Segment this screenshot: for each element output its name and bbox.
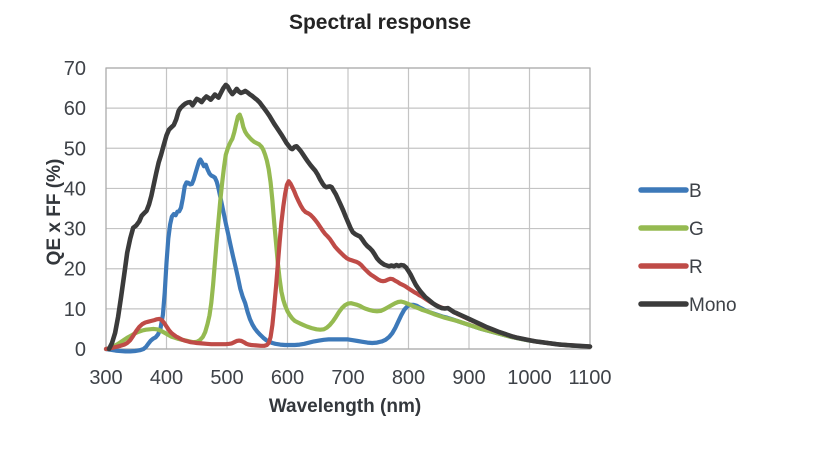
y-tick-label: 40 <box>64 178 86 200</box>
legend: BGR Mono <box>638 181 737 316</box>
x-tick-label: 600 <box>271 367 304 389</box>
x-tick-label: 900 <box>452 367 485 389</box>
x-axis-tick-labels: 300 400 500 600 700 800 900 1000 1100 <box>89 367 611 389</box>
y-tick-label: 0 <box>75 339 86 361</box>
x-tick-label: 1000 <box>507 367 552 389</box>
chart-title: Spectral response <box>289 11 471 34</box>
x-axis-title: Wavelength (nm) <box>269 396 421 417</box>
legend-item-B: B <box>638 181 702 202</box>
y-tick-label: 50 <box>64 138 86 160</box>
y-tick-label: 20 <box>64 259 86 281</box>
legend-label-R: R <box>689 257 703 278</box>
y-axis-title: QE x FF (%) <box>44 159 65 266</box>
y-tick-label: 10 <box>64 299 86 321</box>
x-tick-label: 800 <box>392 367 425 389</box>
y-tick-label: 60 <box>64 98 86 120</box>
series-lines <box>103 82 593 354</box>
legend-label-B: B <box>689 181 702 202</box>
x-tick-label: 700 <box>331 367 364 389</box>
y-axis-tick-labels: 0 10 20 30 40 50 60 70 <box>64 58 86 361</box>
y-tick-label: 70 <box>64 58 86 80</box>
legend-item-Mono: Mono <box>638 295 737 316</box>
y-tick-label: 30 <box>64 219 86 241</box>
legend-item-R: R <box>638 257 703 278</box>
x-tick-label: 300 <box>89 367 122 389</box>
legend-label-G: G <box>689 219 704 240</box>
plot-border <box>105 67 591 350</box>
x-tick-label: 400 <box>150 367 183 389</box>
x-tick-label: 500 <box>210 367 243 389</box>
legend-label-Mono: Mono <box>689 295 737 316</box>
series-line-Mono <box>106 82 593 352</box>
legend-item-G: G <box>638 219 704 240</box>
x-tick-label: 1100 <box>568 367 611 389</box>
